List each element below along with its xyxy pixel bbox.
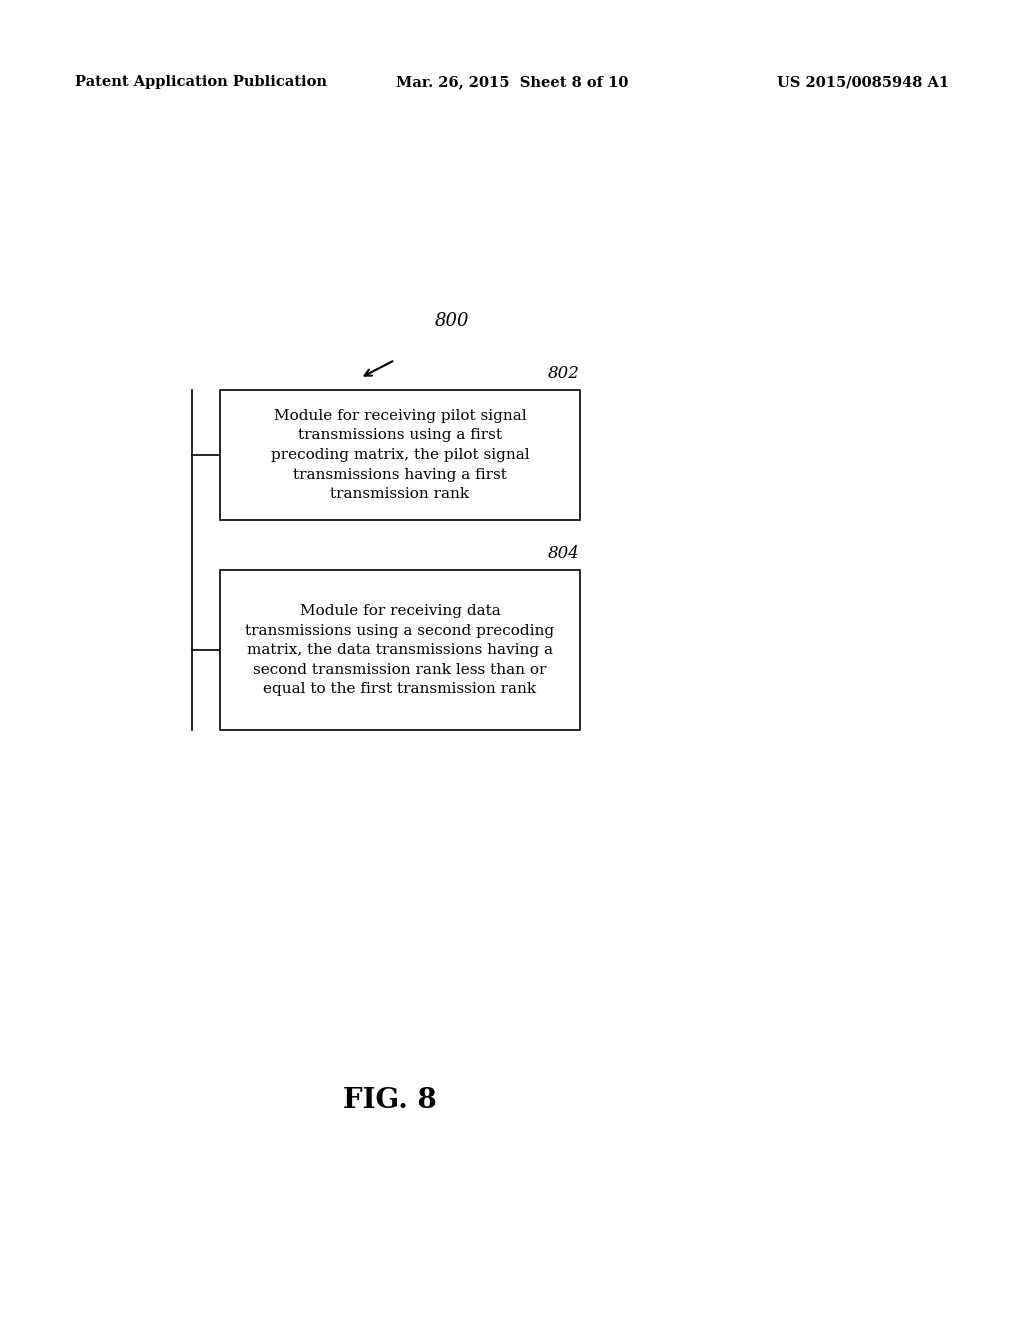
Text: 804: 804 (548, 545, 580, 562)
Text: 800: 800 (435, 312, 469, 330)
Text: FIG. 8: FIG. 8 (343, 1086, 437, 1114)
Text: Module for receiving pilot signal
transmissions using a first
precoding matrix, : Module for receiving pilot signal transm… (270, 409, 529, 502)
Text: Mar. 26, 2015  Sheet 8 of 10: Mar. 26, 2015 Sheet 8 of 10 (396, 75, 628, 88)
Text: US 2015/0085948 A1: US 2015/0085948 A1 (777, 75, 949, 88)
Text: Patent Application Publication: Patent Application Publication (75, 75, 327, 88)
Bar (220, 389, 580, 520)
Text: Module for receiving data
transmissions using a second precoding
matrix, the dat: Module for receiving data transmissions … (246, 605, 555, 696)
Bar (220, 570, 580, 730)
Text: 802: 802 (548, 366, 580, 381)
